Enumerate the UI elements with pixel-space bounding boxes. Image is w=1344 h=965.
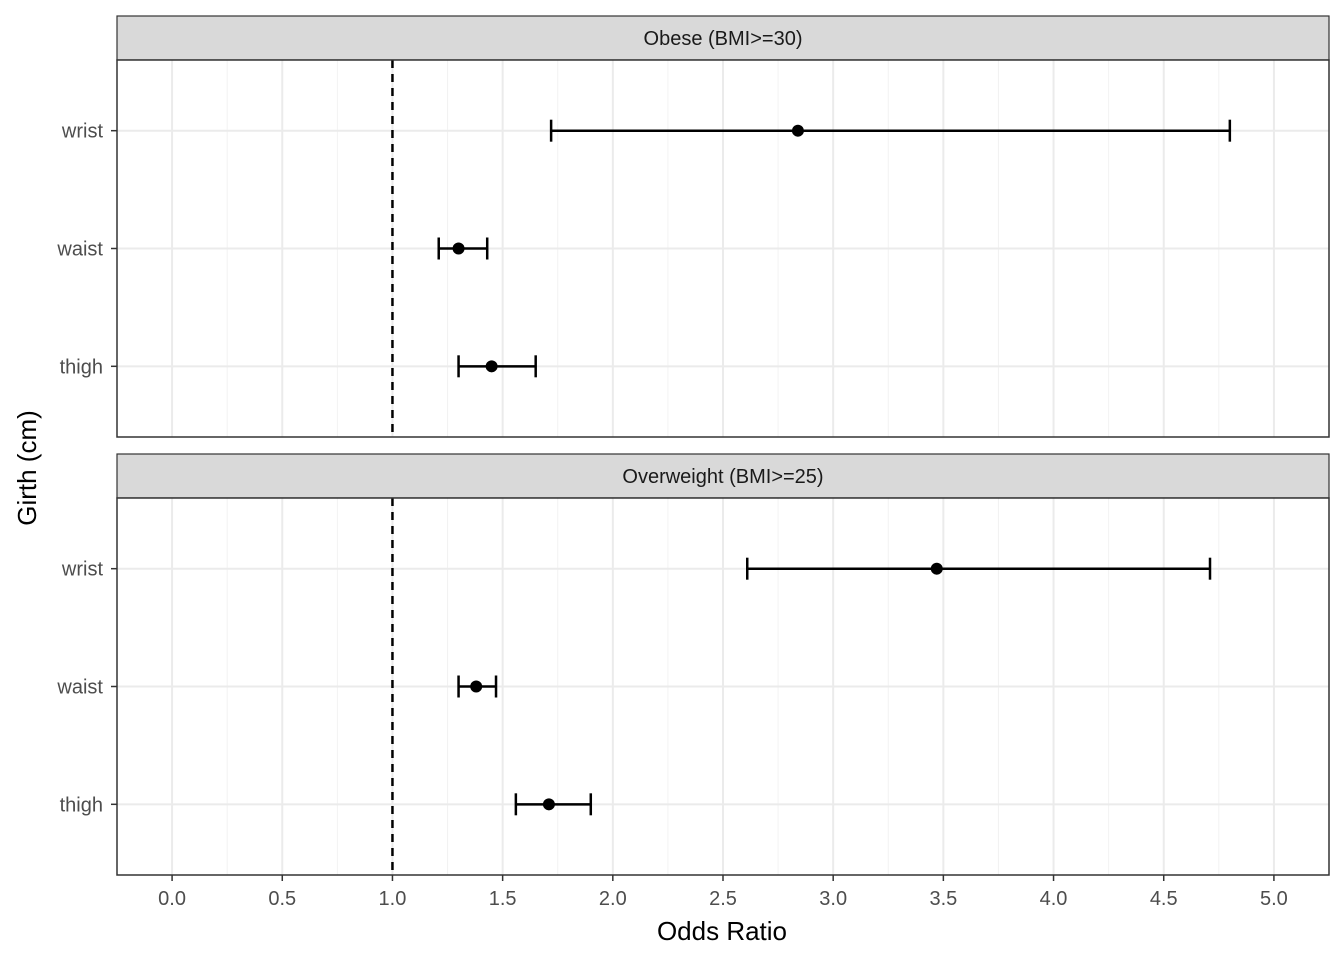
estimate-point [452,242,465,255]
panel-border [116,59,1330,438]
estimate-point [470,680,483,693]
y-tick-label: waist [56,677,103,699]
estimate-point [542,798,555,811]
estimate-point [930,562,943,575]
x-tick-label: 0.5 [268,888,296,910]
x-tick-label: 4.0 [1040,888,1068,910]
y-axis-title: Girth (cm) [12,410,42,526]
x-tick-label: 1.5 [489,888,517,910]
y-tick-label: thigh [60,794,103,816]
facet-strip-label: Overweight (BMI>=25) [622,466,823,488]
x-tick-label: 2.0 [599,888,627,910]
estimate-point [485,360,498,373]
x-tick-label: 0.0 [158,888,186,910]
facet-strip [116,15,1330,61]
x-tick-label: 4.5 [1150,888,1178,910]
y-tick-label: thigh [60,356,103,378]
facet-strip-label: Obese (BMI>=30) [644,28,803,50]
y-tick-label: wrist [61,559,104,581]
facet-panel: Overweight (BMI>=25) wrist waist thigh [56,453,1330,876]
x-tick-label: 1.0 [379,888,407,910]
y-tick-label: waist [56,239,103,261]
x-tick-label: 3.0 [819,888,847,910]
x-tick-label: 5.0 [1260,888,1288,910]
panels-layer: Obese (BMI>=30)wristwaistthighOverweight… [56,15,1330,876]
x-axis-title: Odds Ratio [657,916,787,946]
x-axis: 0.0 0.5 1.0 1.5 2.0 2.5 3.0 3.5 4.0 4.5 5.0 [158,875,1288,910]
facet-strip [116,453,1330,499]
x-tick-label: 2.5 [709,888,737,910]
estimate-point [791,124,804,137]
y-tick-label: wrist [61,121,104,143]
x-tick-label: 3.5 [929,888,957,910]
facet-panel: Obese (BMI>=30) wrist waist thigh [56,15,1330,438]
